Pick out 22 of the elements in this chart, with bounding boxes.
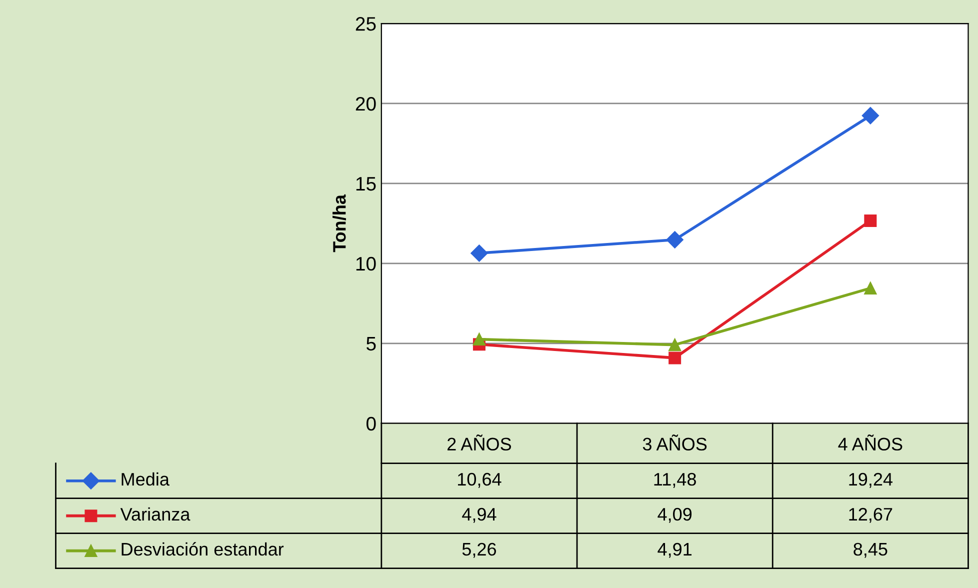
data-label: 4,91 bbox=[658, 542, 692, 558]
data-label: 19,24 bbox=[849, 472, 892, 488]
y-tick-label: 25 bbox=[356, 16, 376, 31]
data-label: 11,48 bbox=[654, 472, 696, 488]
legend-label: Media bbox=[122, 472, 170, 486]
data-label: 5,26 bbox=[462, 542, 496, 558]
x-tick-label: 4 AÑOS bbox=[838, 434, 902, 451]
legend-label: Desviación estandar bbox=[122, 542, 284, 556]
y-tick-label: 10 bbox=[356, 256, 376, 271]
x-tick-label: 3 AÑOS bbox=[642, 434, 707, 451]
data-label: 12,67 bbox=[849, 508, 892, 523]
legend-label: Varianza bbox=[120, 507, 190, 521]
y-axis-title: Ton/ha bbox=[332, 194, 346, 252]
x-tick-label: 2 AÑOS bbox=[448, 434, 512, 451]
data-label: 8,45 bbox=[854, 542, 888, 558]
y-tick-label: 0 bbox=[366, 416, 376, 431]
data-label: 4,94 bbox=[462, 508, 496, 523]
y-tick-label: 15 bbox=[356, 177, 376, 191]
y-tick-label: 20 bbox=[356, 96, 376, 111]
data-label: 4,09 bbox=[658, 508, 692, 523]
data-label: 10,64 bbox=[458, 472, 502, 488]
y-tick-label: 5 bbox=[366, 337, 376, 351]
